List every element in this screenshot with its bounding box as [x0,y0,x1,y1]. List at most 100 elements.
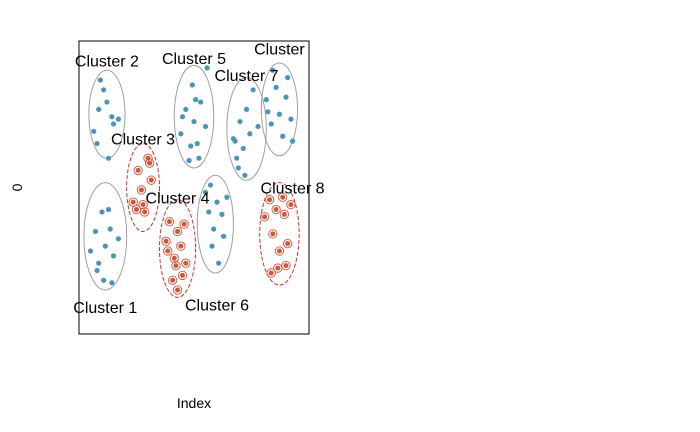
blue-point-54 [255,123,261,130]
blue-point-2 [92,228,99,235]
blue-point-43 [220,233,227,239]
red-point-30 [281,260,291,271]
blue-point-52 [250,87,256,93]
blue-point-57 [263,97,269,103]
blue-point-20 [94,140,100,147]
cluster-ellipses [83,62,300,298]
red-point-2 [133,165,143,176]
blue-point-19 [105,155,112,161]
cluster-label-2: Cluster 2 [75,54,139,71]
red-point-9 [138,199,148,210]
red-point-26 [274,246,285,256]
blue-point-17 [109,114,115,120]
cluster-ellipse-7 [226,77,267,181]
blue-point-63 [288,116,294,122]
blue-point-60 [276,111,283,117]
blue-point-27 [194,140,200,147]
blue-point-47 [234,155,240,161]
blue-point-38 [211,226,217,232]
red-point-13 [172,226,183,237]
blue-point-40 [219,211,225,217]
red-point-24 [268,229,278,239]
blue-point-35 [193,97,199,103]
blue-point-21 [110,121,117,127]
red-point-33 [278,192,288,202]
blue-point-50 [243,106,250,112]
red-point-10 [161,236,171,246]
blue-point-9 [115,236,122,242]
cluster-labels: Cluster 1 Cluster 2 Cluster 3 Cluster 4 Clus… [73,41,324,317]
blue-point-29 [189,82,195,88]
blue-point-23 [178,131,184,137]
blue-point-7 [110,253,117,259]
red-point-20 [177,270,188,281]
red-point-28 [282,239,293,249]
red-point-17 [172,285,183,295]
red-point-27 [279,209,290,220]
cluster-ellipse-9 [260,62,298,157]
blue-point-24 [183,106,189,112]
blue-point-58 [268,121,274,127]
blue-point-42 [216,260,222,266]
red-point-21 [171,260,181,271]
data-points [87,65,296,295]
red-point-25 [271,204,281,215]
red-point-29 [266,268,276,278]
blue-point-26 [191,118,197,125]
blue-point-28 [197,99,204,105]
blue-point-55 [242,172,248,178]
blue-point-4 [99,209,105,215]
blue-point-3 [96,260,102,266]
red-point-32 [273,263,283,273]
blue-point-41 [209,243,215,249]
red-point-31 [286,199,296,210]
blue-point-8 [101,277,107,283]
x-axis-label: Index [177,395,211,411]
blue-point-5 [102,243,108,249]
cluster-label-9: Cluster [254,41,305,58]
cluster-ellipse-6 [159,199,197,298]
red-point-12 [169,253,179,263]
cluster-ellipse-8 [259,182,300,286]
red-point-11 [164,217,175,227]
blue-point-36 [202,189,209,195]
cluster-ellipse-3 [126,143,160,232]
red-point-6 [146,175,156,185]
red-point-7 [131,204,142,215]
cluster-label-3: Cluster 3 [111,132,175,149]
red-point-14 [176,241,186,251]
cluster-label-8: Cluster 8 [261,181,325,198]
blue-point-48 [237,118,243,125]
red-point-19 [163,246,173,256]
blue-point-66 [289,138,296,144]
blue-point-1 [87,248,94,254]
blue-point-39 [214,199,220,205]
blue-point-53 [235,165,241,171]
cluster-ellipse-1 [83,182,128,291]
blue-point-67 [265,109,271,115]
red-point-4 [140,207,150,217]
cluster-label-5: Cluster 5 [162,51,226,68]
blue-point-56 [232,138,238,144]
blue-point-51 [247,131,253,137]
cluster-label-6: Cluster 6 [185,298,249,315]
red-point-8 [144,158,155,168]
red-point-23 [264,195,275,205]
blue-point-16 [104,99,110,105]
blue-point-33 [204,65,210,71]
blue-point-44 [207,182,214,188]
red-point-15 [179,219,189,229]
blue-point-22 [97,77,103,83]
red-point-22 [259,212,270,222]
blue-point-30 [202,123,209,130]
cluster-ellipse-4 [196,174,234,274]
y-axis-label: 0 [9,183,25,191]
blue-point-37 [206,209,212,215]
cluster-ellipse-5 [173,64,215,169]
cluster-label-1: Cluster 1 [73,300,137,317]
blue-point-14 [96,106,102,112]
blue-point-10 [105,206,112,213]
blue-point-6 [107,226,113,232]
blue-point-65 [285,75,291,81]
